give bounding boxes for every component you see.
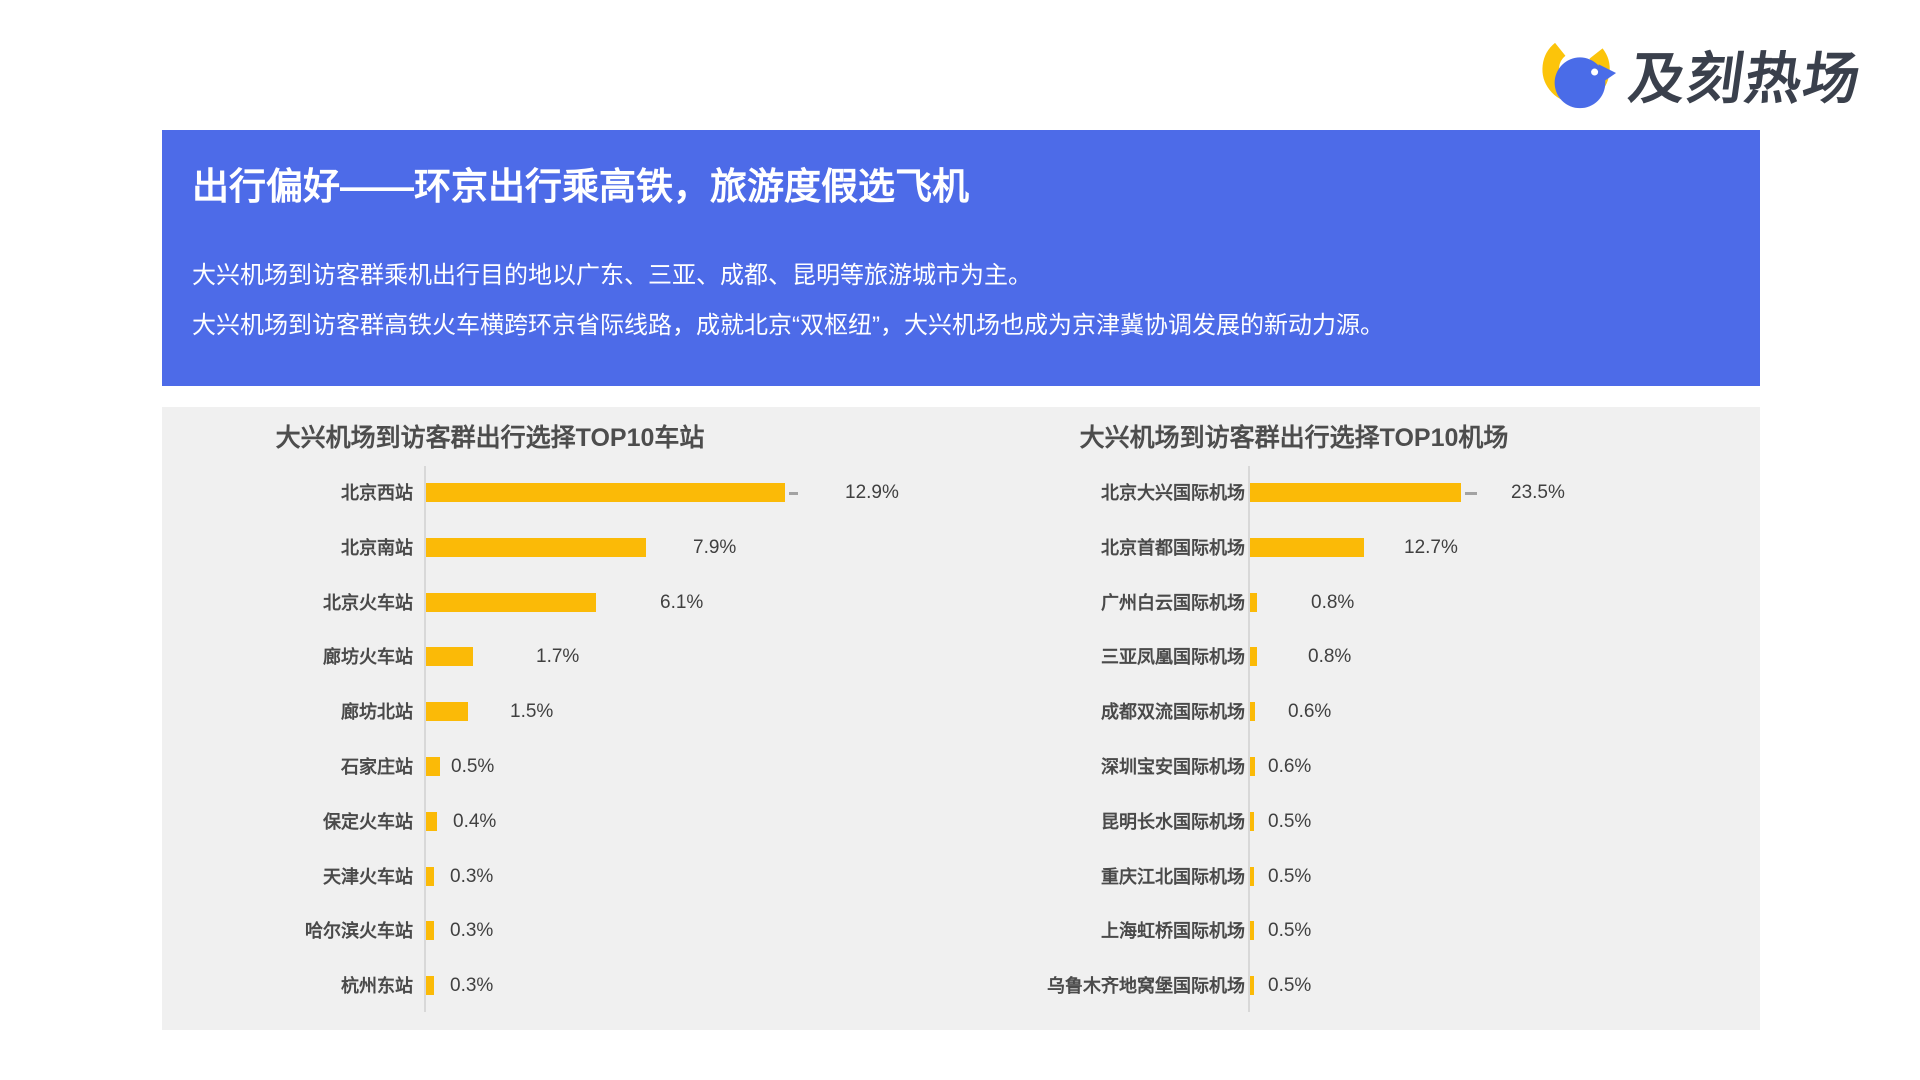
bar	[1250, 537, 1364, 557]
bar-category-label: 天津火车站	[323, 866, 413, 887]
bar	[1250, 592, 1257, 612]
bar-value-label: 12.9%	[845, 482, 899, 503]
bar-category-label: 北京首都国际机场	[1101, 537, 1245, 558]
bar-category-label: 广州白云国际机场	[1101, 592, 1245, 613]
bar-value-label: 0.5%	[1268, 975, 1312, 997]
bar-category-label: 北京大兴国际机场	[1101, 483, 1245, 503]
bar-category-label: 昆明长水国际机场	[1101, 811, 1245, 832]
bar	[1250, 702, 1255, 722]
bar-value-label: 0.3%	[450, 865, 494, 887]
bar	[426, 757, 440, 776]
bar-value-label: 1.7%	[536, 646, 580, 668]
bar-value-label: 0.8%	[1308, 646, 1352, 668]
bar-value-label: 0.5%	[451, 756, 495, 777]
bar	[426, 647, 473, 667]
bar-value-label: 0.8%	[1311, 591, 1355, 613]
bar-category-label: 北京火车站	[323, 592, 413, 613]
bar	[426, 811, 437, 831]
bar-category-label: 三亚凤凰国际机场	[1101, 647, 1245, 668]
bar-category-label: 杭州东站	[341, 976, 413, 997]
bar-category-label: 廊坊火车站	[323, 647, 413, 668]
bar-value-label: 0.6%	[1268, 756, 1312, 777]
whisker-dash	[1465, 492, 1477, 495]
bar-category-label: 乌鲁木齐地窝堡国际机场	[1047, 976, 1245, 997]
whisker-dash	[789, 492, 798, 495]
bar-value-label: 7.9%	[693, 536, 737, 558]
bar	[426, 866, 434, 886]
chart-title-airports: 大兴机场到访客群出行选择TOP10机场	[1079, 424, 1509, 452]
bar-category-label: 保定火车站	[323, 811, 413, 832]
bar-value-label: 12.7%	[1404, 536, 1458, 558]
bar	[1250, 647, 1257, 667]
brand-logo: 及刻热场	[1540, 35, 1866, 112]
bar	[426, 537, 646, 557]
bar-category-label: 石家庄站	[341, 757, 413, 777]
bar-value-label: 23.5%	[1511, 482, 1565, 503]
bar-category-label: 北京西站	[341, 483, 413, 503]
header-banner: 出行偏好——环京出行乘高铁，旅游度假选飞机 大兴机场到访客群乘机出行目的地以广东…	[162, 130, 1760, 386]
bar	[1250, 866, 1254, 886]
bar-category-label: 北京南站	[341, 537, 413, 558]
bar-value-label: 0.6%	[1288, 701, 1332, 723]
bar-value-label: 0.5%	[1268, 810, 1312, 832]
stations-chart-axis-line	[424, 466, 426, 1012]
bar-value-label: 6.1%	[660, 591, 704, 613]
bar-category-label: 成都双流国际机场	[1101, 702, 1245, 723]
bar-category-label: 深圳宝安国际机场	[1101, 757, 1245, 777]
bar-value-label: 0.3%	[450, 975, 494, 997]
bar	[1250, 483, 1461, 502]
header-subtitle-1: 大兴机场到访客群乘机出行目的地以广东、三亚、成都、昆明等旅游城市为主。	[192, 262, 1032, 289]
bar	[1250, 757, 1255, 776]
bar	[1250, 921, 1254, 941]
bar	[1250, 976, 1254, 996]
brand-logo-text: 及刻热场	[1625, 46, 1866, 110]
page-title: 出行偏好——环京出行乘高铁，旅游度假选飞机	[192, 166, 969, 207]
bar	[426, 592, 596, 612]
bar	[1250, 811, 1254, 831]
bar	[426, 483, 785, 502]
bar	[426, 702, 468, 722]
bar-category-label: 重庆江北国际机场	[1101, 866, 1245, 887]
bar-category-label: 上海虹桥国际机场	[1101, 921, 1245, 942]
bird-logo-icon	[1542, 35, 1617, 109]
bar-value-label: 0.5%	[1268, 865, 1312, 887]
bar	[426, 976, 434, 996]
bar-category-label: 廊坊北站	[341, 702, 413, 723]
bar-value-label: 1.5%	[510, 701, 554, 723]
bar-value-label: 0.5%	[1268, 920, 1312, 942]
bar	[426, 921, 434, 941]
header-subtitle-2: 大兴机场到访客群高铁火车横跨环京省际线路，成就北京“双枢纽”，大兴机场也成为京津…	[192, 312, 1384, 339]
bar-value-label: 0.4%	[453, 810, 497, 832]
bar-value-label: 0.3%	[450, 920, 494, 942]
airports-chart-axis-line	[1248, 466, 1250, 1012]
bar-category-label: 哈尔滨火车站	[305, 921, 413, 942]
chart-title-stations: 大兴机场到访客群出行选择TOP10车站	[275, 424, 705, 452]
